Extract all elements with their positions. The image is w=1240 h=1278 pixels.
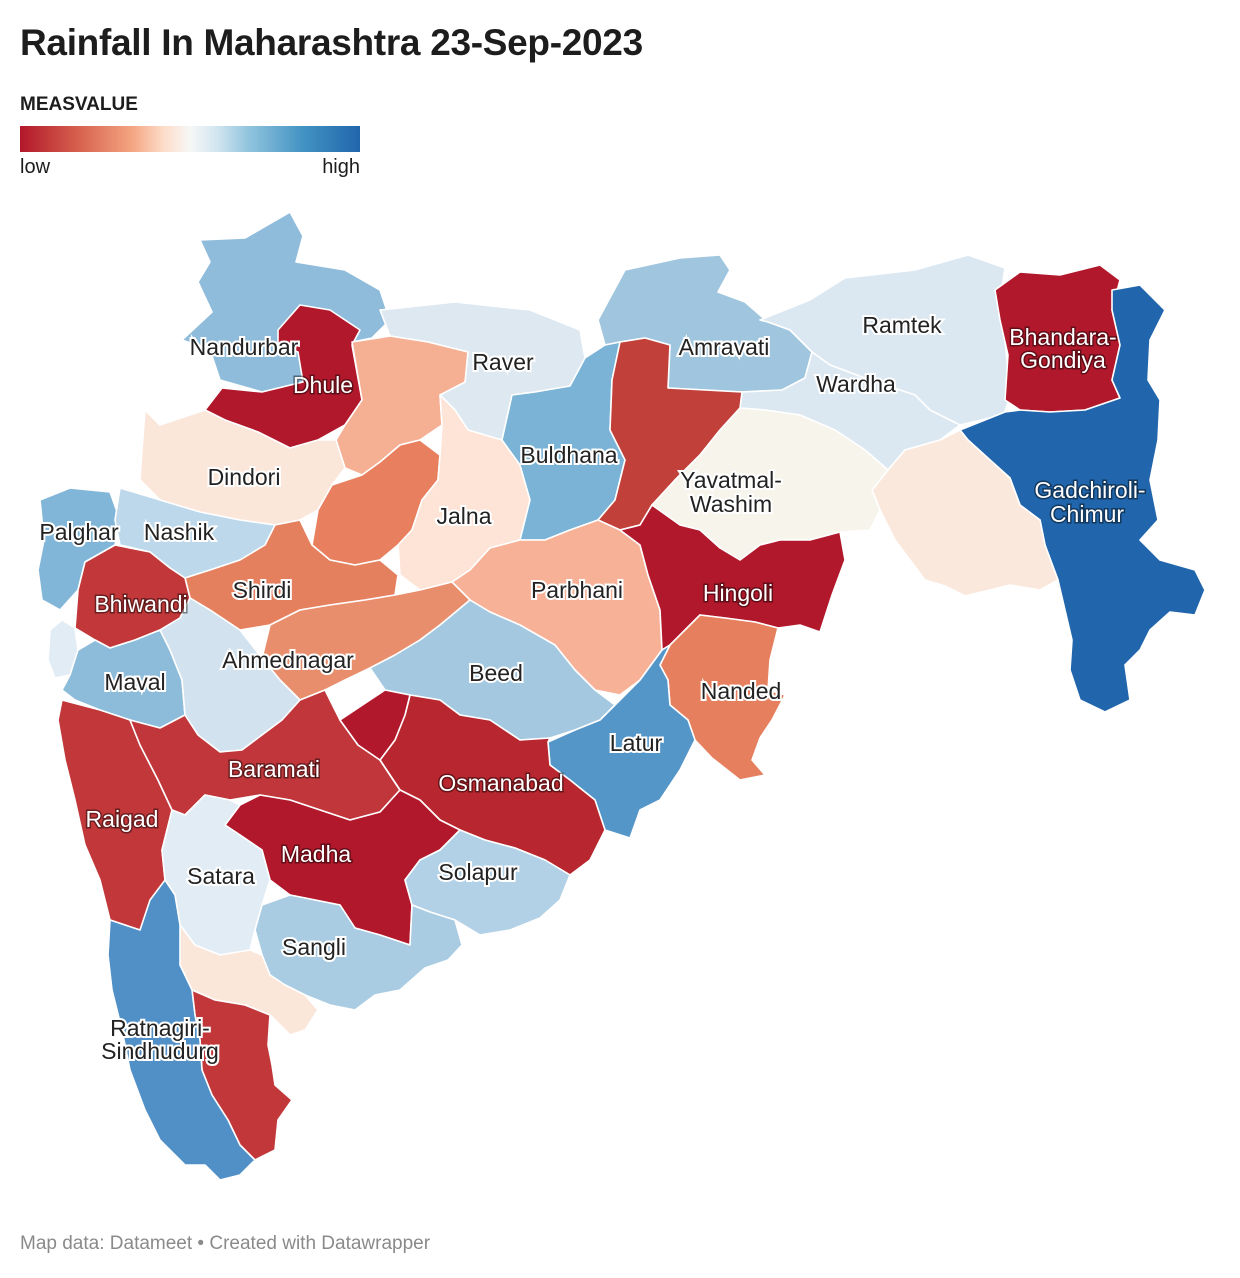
label-raver: Raver	[472, 349, 534, 375]
region-chandrapur[interactable]	[871, 429, 1059, 597]
legend-title: MEASVALUE	[20, 94, 138, 115]
label-hingoli: Hingoli	[703, 580, 773, 606]
label-baramati: Baramati	[228, 756, 320, 782]
label-gadchiroli: Gadchiroli-	[1034, 477, 1145, 503]
region-solapur[interactable]	[404, 829, 571, 936]
label-parbhani: Parbhani	[531, 577, 623, 603]
label-amravati: Amravati	[679, 334, 770, 360]
label-shirdi: Shirdi	[233, 577, 292, 603]
label-solapur: Solapur	[438, 859, 518, 885]
label-chimur: Chimur	[1050, 501, 1124, 527]
label-latur: Latur	[610, 730, 663, 756]
label-nandurbar: Nandurbar	[190, 334, 299, 360]
color-legend-bar	[20, 126, 360, 152]
label-gondiya: Gondiya	[1020, 347, 1106, 373]
label-sangli: Sangli	[282, 934, 346, 960]
maharashtra-map: Nandurbar Dhule Raver Amravati Ramtek Bh…	[37, 211, 1206, 1181]
chart-title: Rainfall In Maharashtra 23-Sep-2023	[20, 22, 643, 63]
legend-low-label: low	[20, 156, 51, 178]
label-osmanabad: Osmanabad	[438, 770, 563, 796]
label-ramtek: Ramtek	[862, 312, 942, 338]
label-jalna: Jalna	[437, 503, 492, 529]
label-nashik: Nashik	[144, 519, 215, 545]
region-ratnagiri-sindhudurg[interactable]	[107, 879, 256, 1181]
label-dindori: Dindori	[208, 464, 281, 490]
footer-credit: Map data: Datameet • Created with Datawr…	[20, 1233, 431, 1254]
label-madha: Madha	[281, 841, 352, 867]
label-ahmednagar: Ahmednagar	[222, 647, 354, 673]
label-beed: Beed	[469, 660, 523, 686]
label-ratnagiri: Ratnagiri-	[110, 1015, 210, 1041]
region-gadchiroli-chimur[interactable]	[959, 284, 1206, 713]
label-palghar: Palghar	[39, 519, 119, 545]
label-bhiwandi: Bhiwandi	[94, 591, 187, 617]
label-raigad: Raigad	[86, 806, 159, 832]
label-bhandara: Bhandara-	[1009, 324, 1116, 350]
legend-high-label: high	[322, 156, 360, 178]
label-buldhana: Buldhana	[520, 442, 617, 468]
label-sindhudurg: Sindhudurg	[101, 1038, 219, 1064]
label-yavatmal: Yavatmal-	[680, 467, 782, 493]
label-dhule: Dhule	[293, 372, 353, 398]
label-maval: Maval	[104, 669, 165, 695]
label-washim: Washim	[690, 491, 772, 517]
label-nanded: Nanded	[701, 678, 782, 704]
label-wardha: Wardha	[816, 371, 896, 397]
label-satara: Satara	[187, 863, 255, 889]
